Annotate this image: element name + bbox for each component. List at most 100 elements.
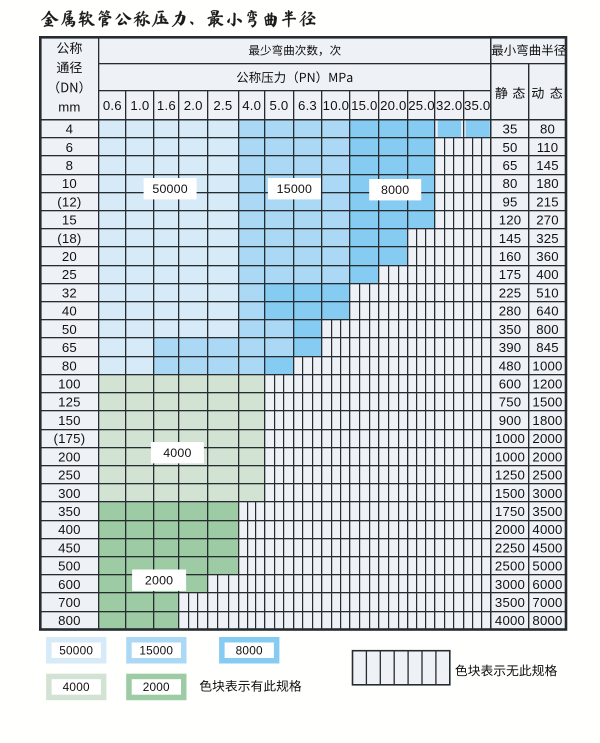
svg-text:1200: 1200 — [532, 377, 562, 392]
svg-text:5000: 5000 — [532, 559, 562, 574]
svg-text:3500: 3500 — [532, 504, 562, 519]
svg-text:3000: 3000 — [495, 577, 525, 592]
svg-text:(175): (175) — [54, 431, 86, 446]
svg-text:8000: 8000 — [236, 644, 263, 658]
svg-text:4000: 4000 — [63, 680, 90, 694]
svg-text:150: 150 — [58, 413, 81, 428]
svg-text:750: 750 — [499, 395, 522, 410]
svg-text:50: 50 — [62, 322, 77, 337]
svg-text:125: 125 — [58, 395, 81, 410]
svg-text:350: 350 — [58, 504, 81, 519]
svg-text:15.0: 15.0 — [351, 98, 377, 113]
svg-text:845: 845 — [536, 340, 559, 355]
svg-text:2000: 2000 — [532, 431, 562, 446]
svg-text:4000: 4000 — [532, 522, 562, 537]
svg-text:145: 145 — [536, 158, 559, 173]
svg-text:7000: 7000 — [532, 595, 562, 610]
svg-text:35: 35 — [502, 122, 517, 137]
svg-text:175: 175 — [499, 267, 522, 282]
svg-text:10.0: 10.0 — [323, 98, 349, 113]
svg-text:1.0: 1.0 — [130, 98, 149, 113]
svg-text:0.6: 0.6 — [103, 98, 122, 113]
svg-text:2250: 2250 — [495, 540, 525, 555]
svg-text:15: 15 — [62, 213, 77, 228]
svg-text:800: 800 — [536, 322, 559, 337]
svg-text:8000: 8000 — [381, 183, 409, 197]
svg-text:65: 65 — [502, 158, 517, 173]
svg-text:mm: mm — [58, 100, 80, 115]
svg-text:390: 390 — [499, 340, 522, 355]
svg-text:1250: 1250 — [495, 468, 525, 483]
svg-text:10: 10 — [62, 176, 77, 191]
svg-text:65: 65 — [62, 340, 77, 355]
svg-text:640: 640 — [536, 304, 559, 319]
svg-text:2.5: 2.5 — [213, 98, 232, 113]
svg-text:2000: 2000 — [532, 449, 562, 464]
svg-text:100: 100 — [58, 377, 81, 392]
svg-text:8000: 8000 — [532, 613, 562, 628]
svg-text:1500: 1500 — [532, 395, 562, 410]
svg-text:160: 160 — [499, 249, 522, 264]
svg-text:(12): (12) — [57, 194, 81, 209]
svg-text:2000: 2000 — [145, 574, 173, 588]
svg-text:600: 600 — [58, 577, 81, 592]
svg-text:200: 200 — [58, 449, 81, 464]
svg-text:110: 110 — [537, 140, 559, 155]
svg-text:480: 480 — [499, 358, 522, 373]
svg-text:2500: 2500 — [532, 468, 562, 483]
svg-text:300: 300 — [58, 486, 81, 501]
svg-text:80: 80 — [62, 358, 77, 373]
svg-text:(18): (18) — [57, 231, 81, 246]
svg-text:510: 510 — [536, 286, 559, 301]
svg-text:1000: 1000 — [495, 431, 525, 446]
svg-text:400: 400 — [536, 267, 559, 282]
svg-text:4: 4 — [66, 122, 74, 137]
svg-text:450: 450 — [58, 540, 81, 555]
svg-text:2000: 2000 — [143, 680, 170, 694]
svg-text:325: 325 — [536, 231, 559, 246]
svg-text:8: 8 — [66, 158, 74, 173]
svg-text:225: 225 — [499, 286, 522, 301]
svg-text:1000: 1000 — [532, 358, 562, 373]
svg-text:4.0: 4.0 — [242, 98, 261, 113]
svg-text:1.6: 1.6 — [157, 98, 176, 113]
svg-text:120: 120 — [499, 213, 522, 228]
svg-text:95: 95 — [502, 194, 517, 209]
svg-text:5.0: 5.0 — [270, 98, 289, 113]
svg-text:4000: 4000 — [163, 446, 191, 460]
svg-text:400: 400 — [58, 522, 81, 537]
svg-text:800: 800 — [58, 613, 81, 628]
svg-text:3500: 3500 — [495, 595, 525, 610]
svg-text:350: 350 — [499, 322, 522, 337]
svg-text:1500: 1500 — [495, 486, 525, 501]
svg-text:32: 32 — [62, 286, 77, 301]
svg-text:6.3: 6.3 — [298, 98, 317, 113]
svg-text:50: 50 — [502, 140, 517, 155]
svg-text:20: 20 — [62, 249, 77, 264]
svg-text:2000: 2000 — [495, 522, 525, 537]
svg-text:15000: 15000 — [277, 182, 312, 196]
svg-text:3000: 3000 — [532, 486, 562, 501]
svg-text:4500: 4500 — [532, 540, 562, 555]
svg-text:700: 700 — [58, 595, 81, 610]
svg-text:1800: 1800 — [532, 413, 562, 428]
svg-text:2500: 2500 — [495, 559, 525, 574]
svg-text:40: 40 — [62, 304, 77, 319]
svg-text:500: 500 — [58, 559, 81, 574]
svg-text:1000: 1000 — [495, 449, 525, 464]
svg-text:25.0: 25.0 — [408, 98, 434, 113]
svg-text:145: 145 — [499, 231, 522, 246]
svg-text:4000: 4000 — [495, 613, 525, 628]
svg-text:20.0: 20.0 — [380, 98, 406, 113]
svg-text:15000: 15000 — [139, 644, 173, 658]
svg-text:80: 80 — [502, 176, 517, 191]
svg-text:360: 360 — [536, 249, 559, 264]
svg-text:50000: 50000 — [152, 182, 187, 196]
svg-text:270: 270 — [536, 213, 559, 228]
svg-text:6: 6 — [66, 140, 74, 155]
svg-text:1750: 1750 — [495, 504, 525, 519]
svg-text:6000: 6000 — [532, 577, 562, 592]
svg-text:280: 280 — [499, 304, 522, 319]
svg-text:250: 250 — [58, 468, 81, 483]
svg-text:32.0: 32.0 — [436, 98, 462, 113]
